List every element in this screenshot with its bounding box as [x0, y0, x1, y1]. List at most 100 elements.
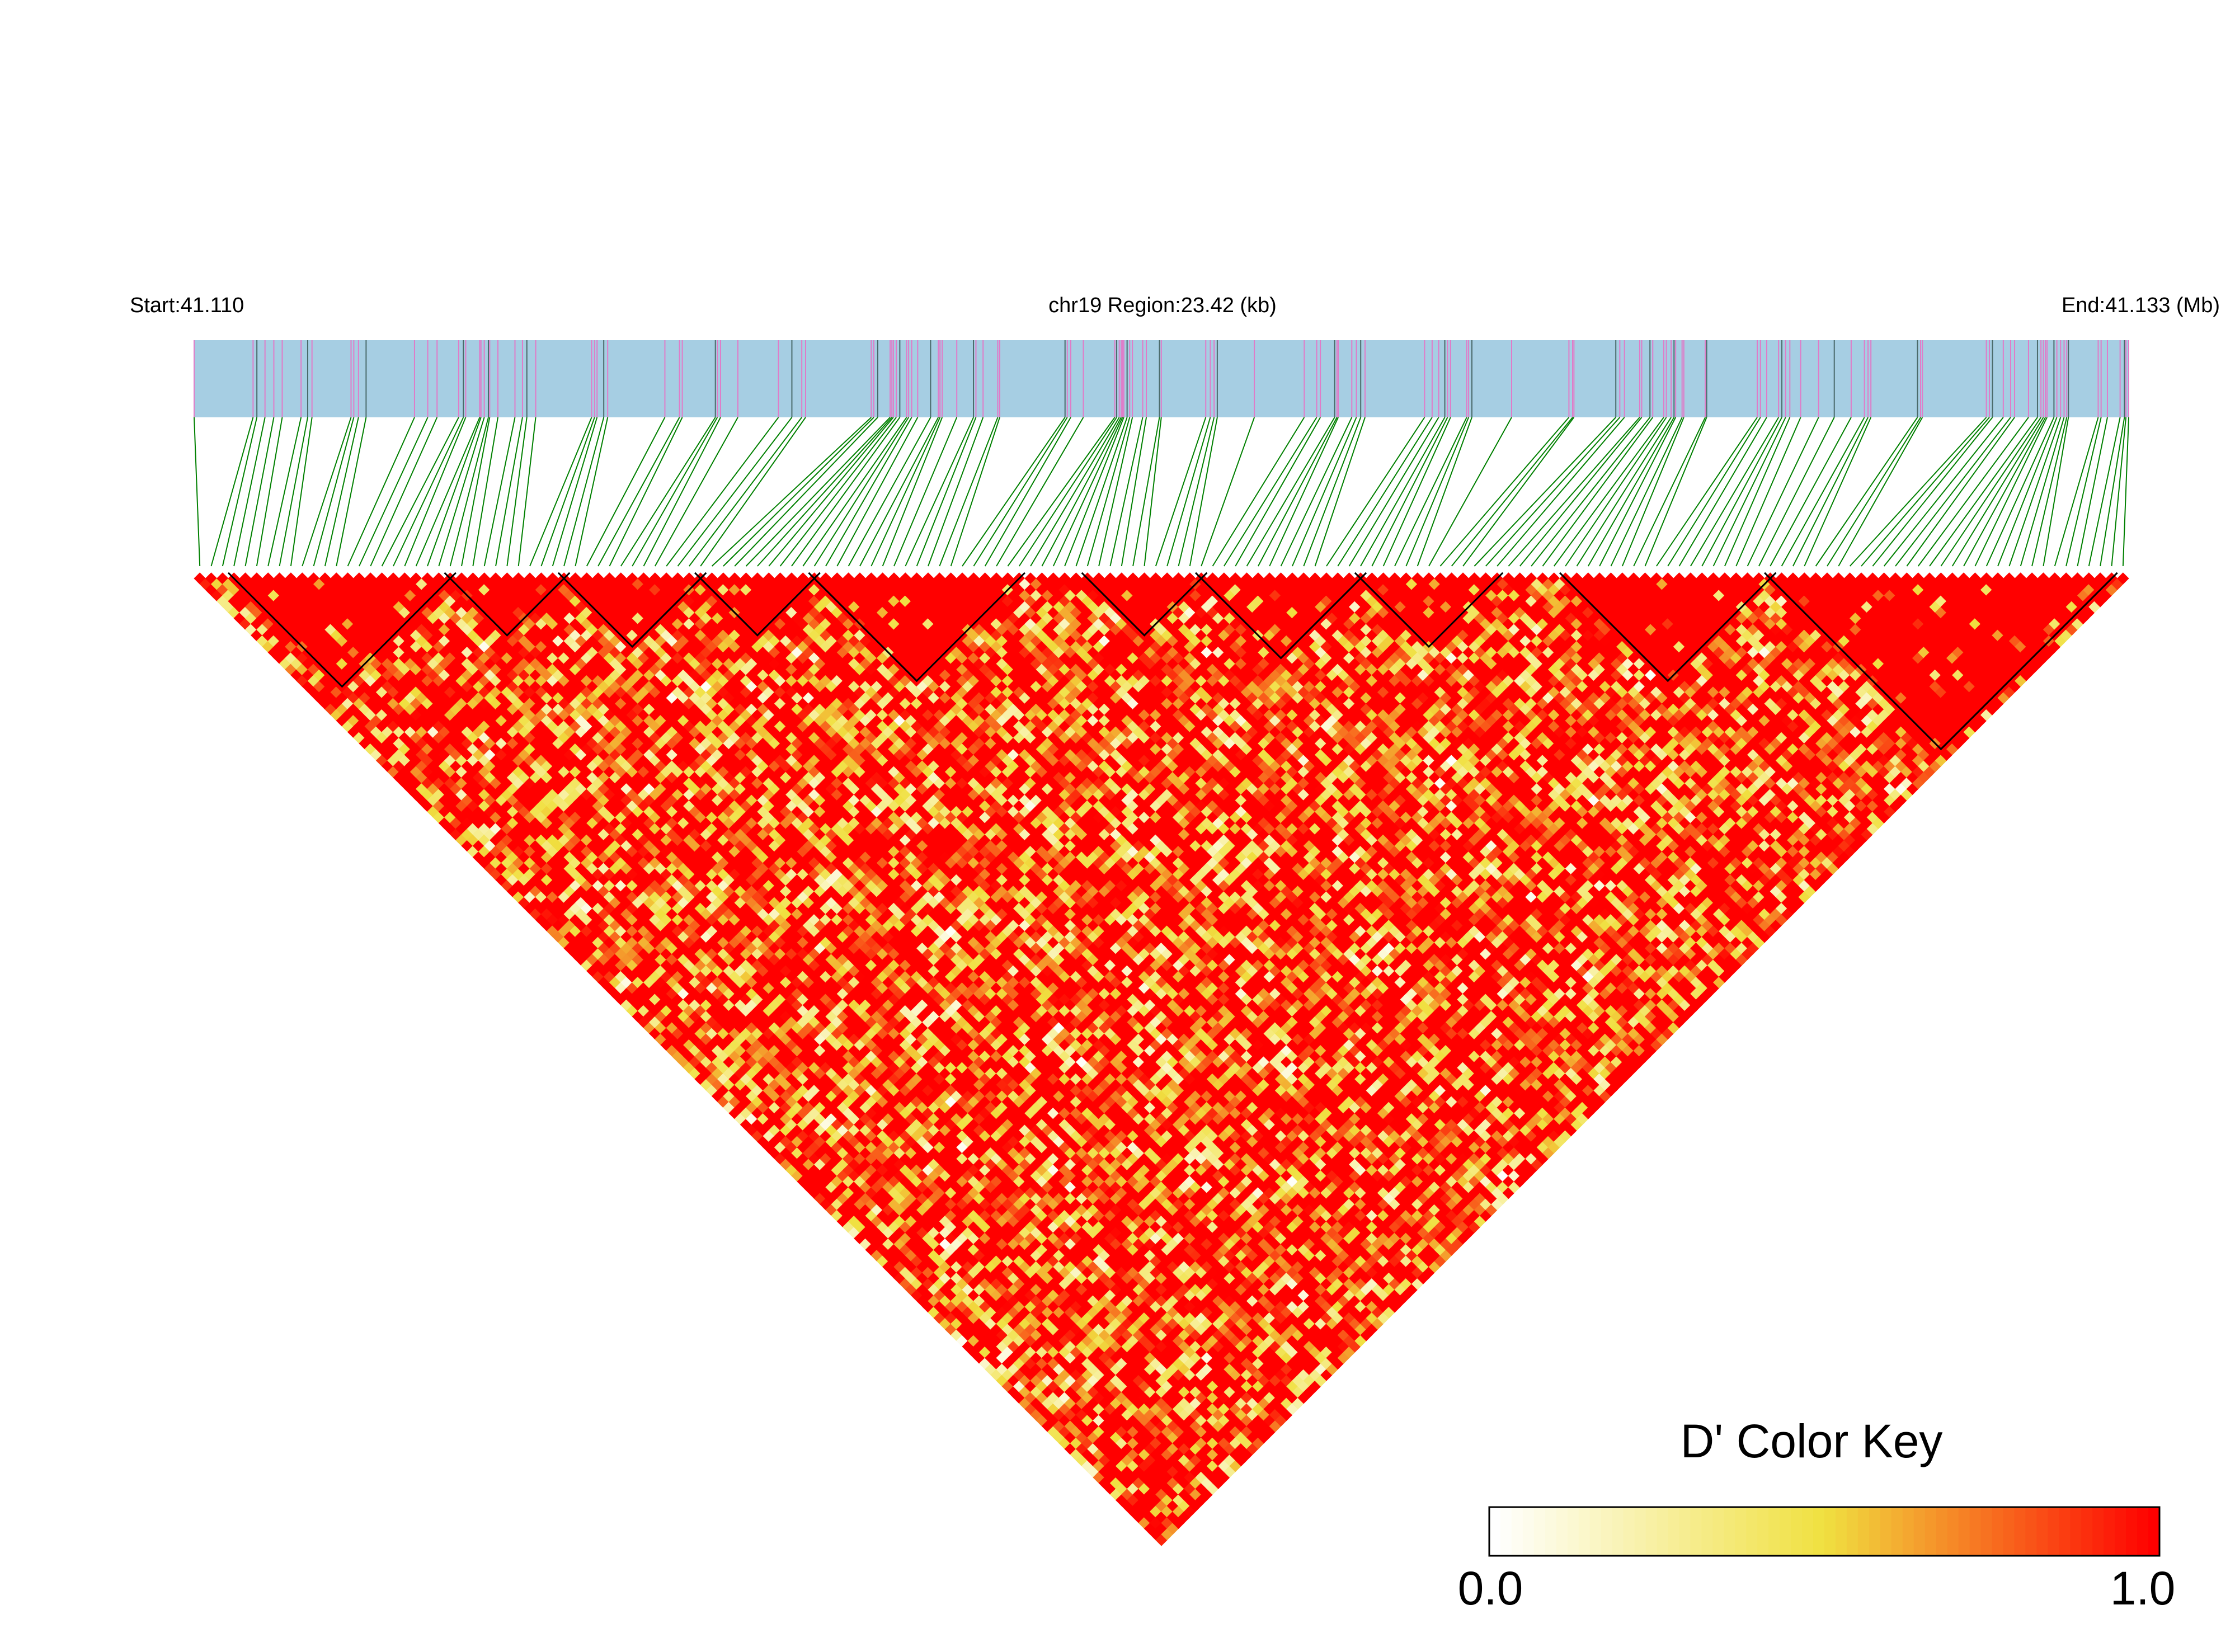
- snp-connector: [1849, 417, 1987, 567]
- ld-cell: [745, 1067, 758, 1080]
- ld-cell: [723, 1044, 735, 1057]
- ld-cell: [1098, 1409, 1111, 1421]
- ld-cell: [615, 891, 627, 903]
- ld-cell: [1109, 1420, 1122, 1433]
- ld-cell: [393, 737, 405, 750]
- ld-cell: [1109, 1466, 1122, 1478]
- snp-connector: [1508, 417, 1640, 567]
- snp-connector: [370, 417, 438, 567]
- ld-cell: [529, 885, 542, 898]
- ld-cell: [421, 709, 434, 721]
- ld-cell: [689, 1067, 701, 1080]
- snp-connector: [1895, 417, 2011, 567]
- ld-cell: [774, 1107, 787, 1119]
- ld-cell: [1150, 1448, 1162, 1461]
- snp-connector: [1621, 417, 1685, 567]
- snp-connector: [313, 417, 355, 567]
- snp-connector: [359, 417, 429, 567]
- snp-connector: [495, 417, 523, 567]
- ld-cell: [319, 595, 331, 608]
- ld-cell: [404, 737, 417, 750]
- snp-connector: [1098, 417, 1133, 567]
- ld-cell: [251, 583, 263, 596]
- ld-cell: [910, 1278, 923, 1290]
- ld-cell: [910, 1232, 923, 1245]
- ld-cell: [347, 623, 360, 636]
- ld-cell: [1036, 1335, 1048, 1347]
- snp-connector: [336, 417, 367, 567]
- ld-cell: [637, 925, 650, 938]
- ld-cell: [347, 646, 360, 658]
- snp-connector: [973, 417, 1068, 567]
- ld-cell: [438, 771, 451, 784]
- ld-cell: [472, 794, 485, 807]
- ld-cell: [951, 1272, 963, 1284]
- ld-cell: [575, 919, 587, 932]
- ld-cell: [831, 1175, 844, 1188]
- ld-cell: [518, 794, 530, 807]
- ld-cell: [540, 896, 553, 909]
- snp-connector: [1360, 417, 1446, 567]
- ld-cell: [546, 834, 559, 846]
- ld-cell: [785, 1084, 798, 1097]
- snp-connector: [2020, 417, 2065, 567]
- snp-connector: [950, 417, 1000, 567]
- ld-cell: [677, 953, 690, 966]
- ld-cell: [256, 578, 269, 590]
- ld-cell: [689, 1044, 701, 1057]
- ld-cell: [455, 777, 468, 789]
- ld-cell: [956, 1323, 968, 1336]
- ld-cell: [1036, 1369, 1048, 1381]
- ld-cell: [540, 885, 553, 898]
- ld-cell: [768, 1067, 781, 1080]
- ld-cell: [973, 1306, 986, 1319]
- ld-cell: [888, 1175, 900, 1188]
- ld-cell: [251, 572, 263, 585]
- ld-cell: [956, 1335, 968, 1347]
- snp-connector: [984, 417, 1071, 567]
- ld-cell: [774, 1095, 787, 1108]
- ld-cell: [1019, 1317, 1031, 1330]
- ld-cell: [831, 1198, 844, 1211]
- ld-cell: [319, 652, 331, 665]
- snp-connector: [1212, 417, 1305, 567]
- snp-connector: [1348, 417, 1439, 567]
- ld-cell: [871, 1158, 883, 1171]
- ld-cell: [808, 1187, 821, 1199]
- ld-cell: [620, 987, 633, 1000]
- ld-cell: [1024, 1357, 1037, 1370]
- ld-cell: [637, 914, 650, 926]
- ld-cell: [319, 686, 331, 699]
- snp-connector: [1007, 417, 1116, 567]
- snp-connector: [472, 417, 498, 567]
- ld-cell: [745, 1113, 758, 1125]
- ld-cell: [1058, 1380, 1071, 1392]
- ld-cell: [307, 583, 320, 596]
- ld-cell: [973, 1272, 986, 1284]
- ld-cell: [1109, 1431, 1122, 1444]
- ld-cell: [330, 641, 343, 653]
- snp-connector: [1086, 417, 1131, 567]
- snp-connector: [1599, 417, 1677, 567]
- ld-cell: [933, 1244, 946, 1256]
- ld-cell: [893, 1272, 906, 1284]
- ld-cell: [615, 914, 627, 926]
- ld-cell: [210, 589, 223, 602]
- ld-cell: [1150, 1517, 1162, 1529]
- snp-connector: [2043, 417, 2069, 567]
- ld-cell: [1081, 1448, 1094, 1461]
- ld-cell: [575, 874, 587, 886]
- ld-cell: [962, 1260, 974, 1273]
- ld-cell: [1104, 1448, 1117, 1461]
- ld-cell: [256, 589, 269, 602]
- snp-connector: [836, 417, 919, 567]
- snp-connector: [563, 417, 605, 567]
- ld-cell: [683, 1050, 695, 1063]
- snp-connector: [427, 417, 482, 567]
- ld-cell: [467, 788, 479, 801]
- ld-cell: [1087, 1409, 1099, 1421]
- ld-cell: [996, 1329, 1008, 1342]
- ld-cell: [899, 1232, 912, 1245]
- ld-cell: [996, 1317, 1008, 1330]
- ld-cell: [1047, 1391, 1060, 1404]
